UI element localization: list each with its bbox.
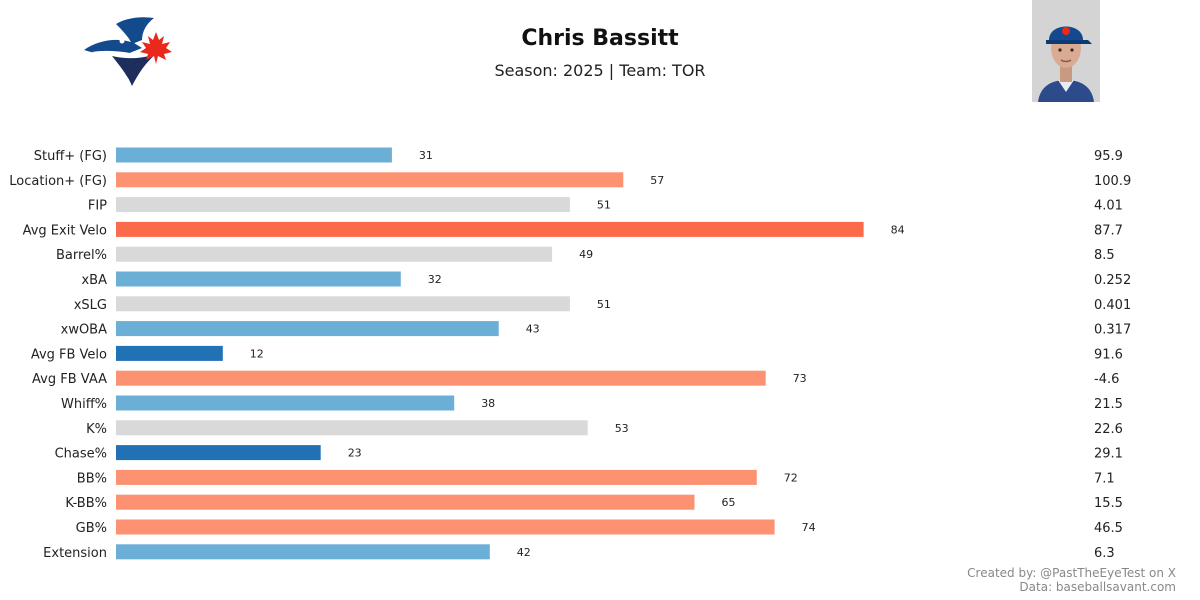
percentile-bar [116,296,570,312]
percentile-bar [116,420,588,436]
percentile-label: 84 [891,223,905,236]
category-label: Location+ (FG) [9,174,107,189]
percentile-label: 42 [517,546,531,559]
percentile-bar [116,345,223,361]
percentile-label: 43 [526,323,540,336]
percentile-label: 38 [481,397,495,410]
category-label: Extension [43,546,107,561]
stat-value: 0.317 [1094,323,1131,338]
percentile-label: 23 [348,447,362,460]
category-label: xwOBA [61,323,107,338]
category-label: GB% [76,521,107,536]
percentile-label: 31 [419,149,433,162]
stat-value: 29.1 [1094,447,1123,462]
percentile-label: 12 [250,347,264,360]
percentile-label: 65 [722,496,736,509]
category-label: xBA [81,273,107,288]
category-label: K-BB% [65,496,107,511]
blue-jays-logo [84,17,172,86]
stat-value: 15.5 [1094,496,1123,511]
percentile-label: 57 [650,174,664,187]
stat-value: 8.5 [1094,248,1115,263]
stat-value: 21.5 [1094,397,1123,412]
stat-value: 91.6 [1094,347,1123,362]
percentile-bar [116,494,695,510]
percentile-label: 51 [597,298,611,311]
category-label: FIP [88,199,107,214]
stat-value: 7.1 [1094,471,1115,486]
category-label: Stuff+ (FG) [34,149,107,164]
stat-value: 0.401 [1094,298,1131,313]
footer-credit: Created by: @PastTheEyeTest on X [967,566,1176,580]
percentile-label: 72 [784,471,798,484]
category-label: Avg FB VAA [32,372,107,387]
percentile-bar [116,395,455,411]
stat-value: 87.7 [1094,223,1123,238]
percentile-bar [116,469,757,485]
stat-value: 100.9 [1094,174,1131,189]
stat-value: 4.01 [1094,199,1123,214]
chart-title: Chris Bassitt [521,26,679,51]
percentile-bar [116,172,624,188]
stat-value: 22.6 [1094,422,1123,437]
stat-value: -4.6 [1094,372,1119,387]
stat-value: 46.5 [1094,521,1123,536]
percentile-label: 32 [428,273,442,286]
percentile-bar [116,246,553,262]
percentile-bar [116,370,766,386]
percentile-label: 49 [579,248,593,261]
percentile-bar [116,445,321,461]
category-label: xSLG [74,298,107,313]
percentile-bar [116,321,499,337]
category-label: BB% [77,471,107,486]
percentile-bar [116,544,490,560]
stat-value: 0.252 [1094,273,1131,288]
category-label: Barrel% [56,248,107,263]
percentile-label: 53 [615,422,629,435]
category-label: Avg FB Velo [31,347,107,362]
percentile-label: 74 [802,521,816,534]
percentile-bar [116,147,392,163]
player-headshot-photo [1032,0,1100,102]
percentile-bar [116,197,570,213]
percentile-bar [116,519,775,535]
category-label: Whiff% [61,397,107,412]
stat-value: 6.3 [1094,546,1115,561]
category-label: Chase% [55,447,107,462]
percentile-bar [116,221,864,237]
chart-subtitle: Season: 2025 | Team: TOR [494,61,706,80]
category-label: K% [86,422,107,437]
percentile-bar-chart: Stuff+ (FG) 31 95.9 Location+ (FG) 57 100.9 FI… [9,147,1131,561]
category-label: Avg Exit Velo [23,223,107,238]
stat-value: 95.9 [1094,149,1123,164]
percentile-bar [116,271,401,287]
percentile-label: 51 [597,199,611,212]
footer-source: Data: baseballsavant.com [1019,580,1176,594]
percentile-label: 73 [793,372,807,385]
